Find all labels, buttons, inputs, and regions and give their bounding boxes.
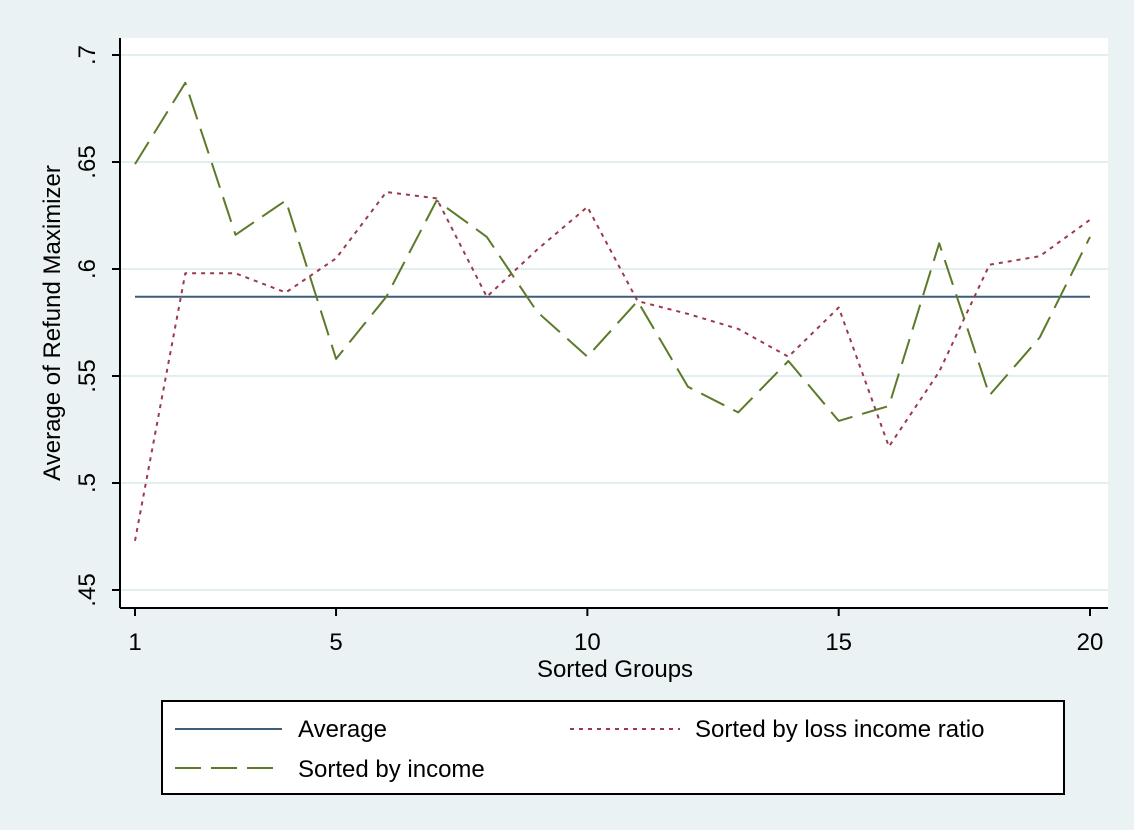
series-line-sorted-by-income — [134, 81, 1091, 422]
grid-lines — [120, 54, 1108, 591]
plot-area — [120, 38, 1108, 608]
x-tick-label: 20 — [1077, 629, 1104, 656]
legend: Average Sorted by loss income ratio Sort… — [161, 700, 1065, 795]
x-axis-title: Sorted Groups — [537, 656, 693, 683]
x-tick-label: 5 — [329, 629, 342, 656]
x-tick-label: 1 — [128, 629, 141, 656]
y-tick-label: .45 — [74, 573, 101, 606]
y-tick-label: .5 — [74, 473, 101, 493]
x-tick-label: 10 — [574, 629, 601, 656]
y-ticks: .45 .5 .55 .6 .65 .7 — [74, 45, 120, 607]
series-line-sorted-by-loss-income-ratio — [134, 191, 1091, 541]
y-axis-title: Average of Refund Maximizer — [39, 165, 66, 481]
y-tick-label: .6 — [74, 259, 101, 279]
axes — [119, 38, 1108, 609]
x-tick-label: 15 — [825, 629, 852, 656]
legend-label-loss-income-ratio: Sorted by loss income ratio — [695, 716, 984, 743]
y-tick-label: .65 — [74, 145, 101, 178]
y-tick-label: .7 — [74, 45, 101, 65]
x-ticks: 1 5 10 15 20 — [128, 608, 1103, 656]
legend-label-income: Sorted by income — [298, 756, 485, 783]
legend-label-average: Average — [298, 716, 387, 743]
series-lines — [134, 81, 1091, 541]
legend-box — [161, 700, 1065, 795]
y-tick-label: .55 — [74, 359, 101, 392]
